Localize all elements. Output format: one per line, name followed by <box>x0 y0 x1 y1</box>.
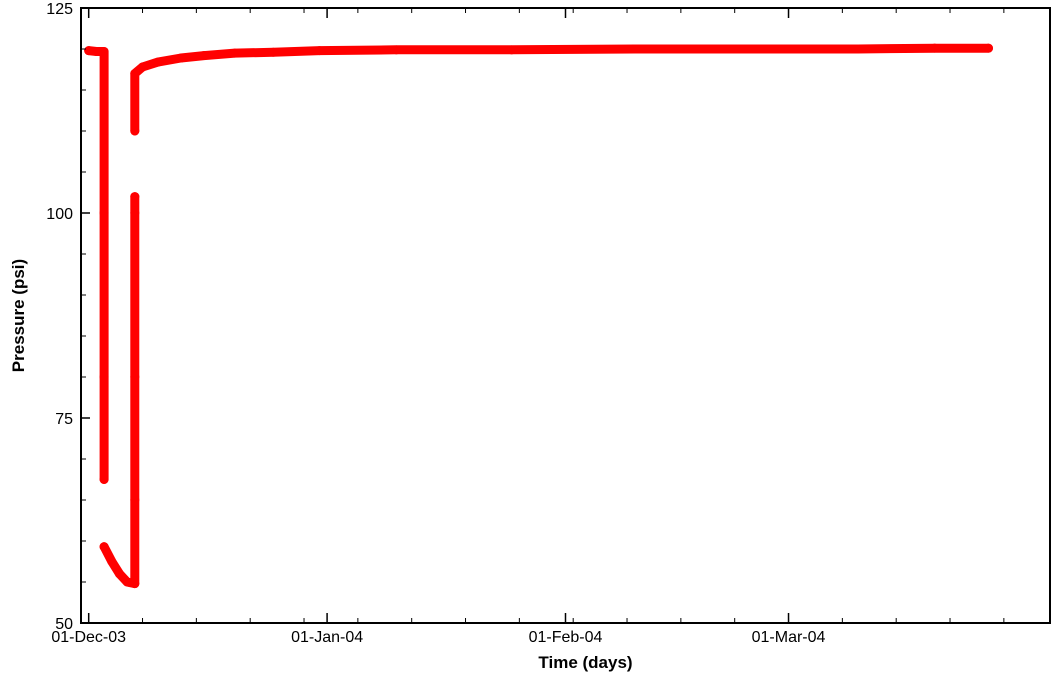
data-point <box>268 47 278 57</box>
data-point <box>122 577 132 587</box>
data-point <box>153 57 163 67</box>
x-tick-label: 01-Feb-04 <box>529 629 603 646</box>
y-tick-label: 100 <box>46 206 73 223</box>
data-point <box>507 45 517 55</box>
y-tick-label: 75 <box>55 411 73 428</box>
plot-frame <box>80 7 1051 624</box>
data-point <box>99 46 109 56</box>
data-point <box>176 53 186 63</box>
data-point <box>114 569 124 579</box>
y-axis-title: Pressure (psi) <box>9 259 28 372</box>
x-tick-label: 01-Jan-04 <box>291 629 363 646</box>
data-point <box>130 192 140 202</box>
data-point <box>99 372 109 382</box>
data-point <box>99 475 109 484</box>
data-point <box>91 46 101 56</box>
data-point <box>199 51 209 61</box>
data-point <box>745 44 755 54</box>
data-point <box>99 208 109 218</box>
data-point <box>99 542 109 552</box>
x-tick-label: 01-Mar-04 <box>752 629 826 646</box>
data-point <box>130 579 140 589</box>
series-trace-segment <box>130 43 993 136</box>
data-point <box>138 62 148 72</box>
data-point <box>930 43 940 53</box>
x-tick-label: 01-Dec-03 <box>51 629 126 646</box>
series-trace-segment <box>84 46 109 484</box>
data-point <box>630 44 640 54</box>
data-point <box>84 46 94 56</box>
data-point <box>130 126 140 136</box>
data-point <box>983 43 993 53</box>
series-trace-segment <box>99 192 140 589</box>
data-point <box>130 208 140 218</box>
y-tick-label: 50 <box>55 616 73 633</box>
data-point <box>314 46 324 56</box>
data-point <box>853 44 863 54</box>
data-point <box>130 69 140 79</box>
data-point <box>107 557 117 566</box>
data-point <box>230 48 240 58</box>
x-axis-title: Time (days) <box>538 653 632 672</box>
data-point <box>130 372 140 382</box>
y-tick-label: 125 <box>46 1 73 18</box>
data-point <box>391 45 401 55</box>
data-point <box>130 495 140 505</box>
